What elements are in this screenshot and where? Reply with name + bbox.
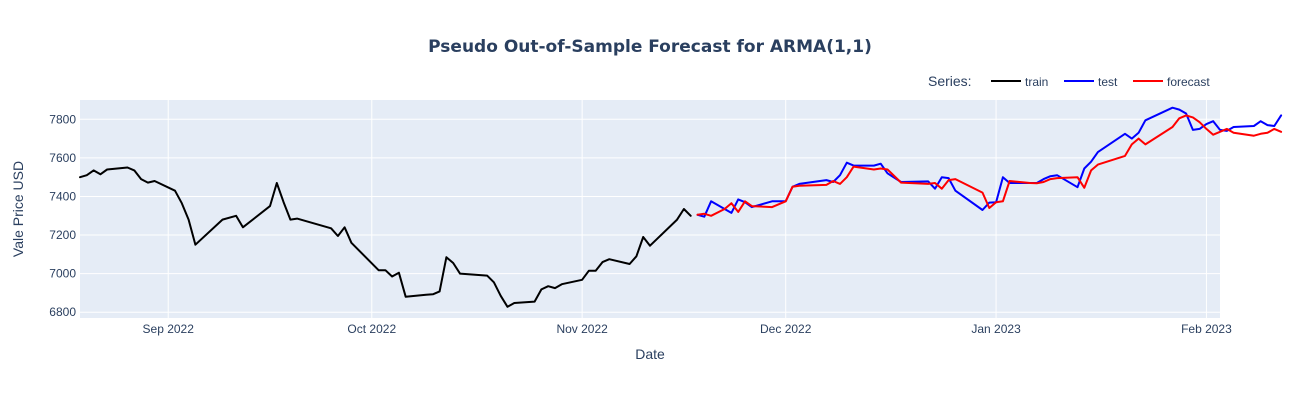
x-axis-title: Date (635, 346, 665, 362)
grid-lines (80, 100, 1220, 318)
legend-item-test[interactable]: test (1064, 75, 1118, 89)
series-layer (79, 106, 1283, 308)
y-tick-label: 7800 (49, 112, 76, 126)
y-axis-title: Vale Price USD (10, 161, 26, 257)
y-axis-ticks: 6800 7000 7200 7400 7600 7800 (49, 112, 76, 319)
x-tick-label: Jan 2023 (971, 322, 1021, 336)
x-tick-label: Nov 2022 (556, 322, 608, 336)
x-tick-label: Sep 2022 (143, 322, 195, 336)
legend-label-forecast: forecast (1167, 75, 1210, 89)
x-axis-ticks: Sep 2022 Oct 2022 Nov 2022 Dec 2022 Jan 2023… (143, 322, 1233, 336)
series-line-train (79, 166, 692, 308)
x-tick-label: Dec 2022 (760, 322, 812, 336)
legend[interactable]: Series: train test forecast (928, 73, 1210, 89)
chart-title: Pseudo Out-of-Sample Forecast for ARMA(1… (428, 37, 872, 57)
series-line-forecast (696, 114, 1283, 217)
y-tick-label: 7600 (49, 151, 76, 165)
legend-item-train[interactable]: train (991, 75, 1048, 89)
legend-label-train: train (1025, 75, 1048, 89)
y-tick-label: 7200 (49, 228, 76, 242)
legend-title: Series: (928, 73, 972, 89)
y-tick-label: 7400 (49, 189, 76, 203)
x-tick-label: Feb 2023 (1181, 322, 1232, 336)
y-tick-label: 7000 (49, 267, 76, 281)
plot-background (80, 100, 1220, 318)
x-tick-label: Oct 2022 (347, 322, 396, 336)
y-tick-label: 6800 (49, 305, 76, 319)
legend-item-forecast[interactable]: forecast (1133, 75, 1210, 89)
legend-label-test: test (1098, 75, 1118, 89)
